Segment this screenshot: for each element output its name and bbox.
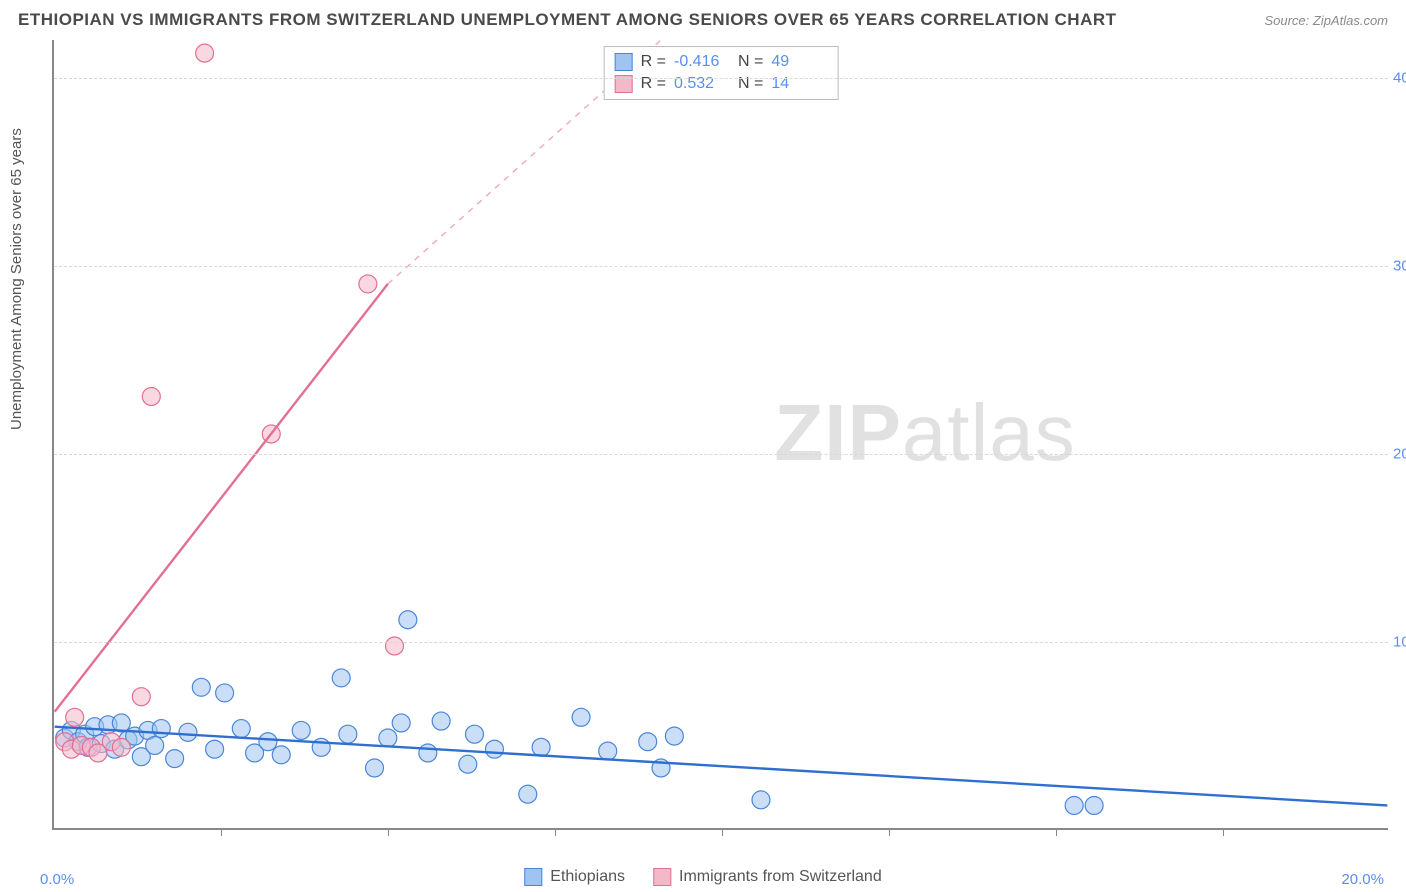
- legend-correlation: R = -0.416 N = 49 R = 0.532 N = 14: [604, 46, 839, 100]
- trendline-swiss: [55, 284, 388, 712]
- x-axis-origin-label: 0.0%: [40, 871, 74, 888]
- legend-item-swiss: Immigrants from Switzerland: [653, 868, 882, 886]
- point-ethiopians: [146, 736, 164, 754]
- y-tick-label: 10.0%: [1393, 633, 1406, 650]
- point-ethiopians: [332, 669, 350, 687]
- point-ethiopians: [665, 727, 683, 745]
- x-tick: [555, 828, 556, 836]
- point-ethiopians: [532, 738, 550, 756]
- gridline-h: [54, 454, 1388, 455]
- point-ethiopians: [639, 733, 657, 751]
- legend-series: Ethiopians Immigrants from Switzerland: [524, 868, 881, 886]
- point-ethiopians: [1085, 797, 1103, 815]
- source-attribution: Source: ZipAtlas.com: [1264, 13, 1388, 28]
- point-ethiopians: [272, 746, 290, 764]
- y-axis-label: Unemployment Among Seniors over 65 years: [8, 128, 25, 430]
- gridline-h: [54, 78, 1388, 79]
- point-ethiopians: [206, 740, 224, 758]
- point-ethiopians: [216, 684, 234, 702]
- point-swiss: [142, 387, 160, 405]
- x-tick: [1223, 828, 1224, 836]
- swatch-ethiopians: [615, 53, 633, 71]
- point-swiss: [196, 44, 214, 62]
- n-label: N =: [738, 53, 763, 71]
- point-ethiopians: [399, 611, 417, 629]
- point-ethiopians: [292, 721, 310, 739]
- point-ethiopians: [752, 791, 770, 809]
- point-ethiopians: [572, 708, 590, 726]
- point-ethiopians: [419, 744, 437, 762]
- y-tick-label: 40.0%: [1393, 69, 1406, 86]
- legend-row-ethiopians: R = -0.416 N = 49: [615, 51, 828, 73]
- point-ethiopians: [259, 733, 277, 751]
- point-ethiopians: [485, 740, 503, 758]
- point-ethiopians: [232, 720, 250, 738]
- point-ethiopians: [179, 723, 197, 741]
- y-tick-label: 30.0%: [1393, 257, 1406, 274]
- point-swiss: [359, 275, 377, 293]
- gridline-h: [54, 266, 1388, 267]
- legend-row-swiss: R = 0.532 N = 14: [615, 73, 828, 95]
- point-swiss: [386, 637, 404, 655]
- point-swiss: [112, 738, 130, 756]
- x-tick: [889, 828, 890, 836]
- swatch-ethiopians-2: [524, 868, 542, 886]
- r-label: R =: [641, 53, 666, 71]
- trendline-ethiopians: [55, 727, 1388, 806]
- point-ethiopians: [379, 729, 397, 747]
- point-ethiopians: [152, 720, 170, 738]
- point-ethiopians: [1065, 797, 1083, 815]
- swatch-swiss-2: [653, 868, 671, 886]
- y-tick-label: 20.0%: [1393, 445, 1406, 462]
- point-ethiopians: [459, 755, 477, 773]
- x-axis-end-label: 20.0%: [1341, 871, 1384, 888]
- point-ethiopians: [519, 785, 537, 803]
- legend-item-ethiopians: Ethiopians: [524, 868, 625, 886]
- x-tick: [722, 828, 723, 836]
- gridline-h: [54, 642, 1388, 643]
- point-ethiopians: [432, 712, 450, 730]
- x-tick: [221, 828, 222, 836]
- x-tick: [388, 828, 389, 836]
- n-value-ethiopians: 49: [771, 53, 827, 71]
- chart-svg: [54, 40, 1388, 828]
- plot-area: ZIPatlas R = -0.416 N = 49 R = 0.532 N =…: [52, 40, 1388, 830]
- x-tick: [1056, 828, 1057, 836]
- point-ethiopians: [192, 678, 210, 696]
- chart-title: ETHIOPIAN VS IMMIGRANTS FROM SWITZERLAND…: [18, 10, 1117, 30]
- point-ethiopians: [465, 725, 483, 743]
- point-ethiopians: [599, 742, 617, 760]
- point-ethiopians: [166, 750, 184, 768]
- point-swiss: [132, 688, 150, 706]
- point-swiss: [66, 708, 84, 726]
- r-value-ethiopians: -0.416: [674, 53, 730, 71]
- point-ethiopians: [366, 759, 384, 777]
- point-ethiopians: [339, 725, 357, 743]
- legend-label-swiss: Immigrants from Switzerland: [679, 868, 882, 886]
- legend-label-ethiopians: Ethiopians: [550, 868, 625, 886]
- point-ethiopians: [392, 714, 410, 732]
